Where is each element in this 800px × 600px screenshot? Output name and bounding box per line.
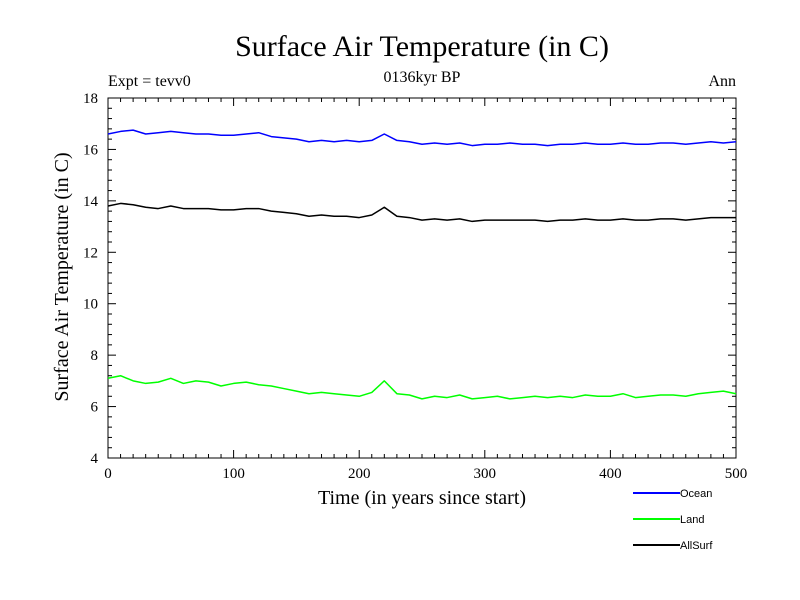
- y-tick-label: 18: [83, 91, 98, 107]
- chart-title: Surface Air Temperature (in C): [235, 30, 609, 63]
- x-tick-label: 200: [348, 466, 371, 482]
- x-tick-label: 0: [104, 466, 112, 482]
- experiment-label: Expt = tevv0: [108, 73, 191, 90]
- x-tick-label: 500: [725, 466, 748, 482]
- y-tick-label: 12: [83, 245, 98, 261]
- x-tick-label: 400: [599, 466, 622, 482]
- x-axis-label: Time (in years since start): [318, 487, 526, 509]
- legend-label-land: Land: [680, 514, 704, 526]
- y-tick-label: 8: [91, 348, 99, 364]
- legend-label-allsurf: AllSurf: [680, 540, 713, 552]
- series-line-allsurf: [107, 202, 736, 223]
- chart-subtitle: 0136kyr BP: [384, 69, 461, 86]
- legend: Ocean Land AllSurf: [633, 488, 713, 552]
- axes-layer: 0 100 200 300 400 500 4 6 8 10 12 14 16 18: [83, 91, 747, 482]
- series-line-ocean: [107, 129, 737, 147]
- x-tick-label: 100: [222, 466, 245, 482]
- y-tick-label: 10: [83, 297, 98, 313]
- season-label: Ann: [708, 73, 736, 90]
- x-tick-label: 300: [474, 466, 497, 482]
- y-tick-label: 14: [83, 194, 99, 210]
- y-tick-label: 6: [91, 400, 99, 416]
- legend-label-ocean: Ocean: [680, 488, 712, 500]
- y-axis-label: Surface Air Temperature (in C): [51, 152, 73, 401]
- plot-area: [107, 97, 737, 459]
- y-tick-label: 16: [83, 142, 99, 158]
- series-layer: [107, 129, 737, 400]
- series-line-land: [107, 374, 737, 400]
- plot-frame: [107, 97, 737, 459]
- y-tick-label: 4: [91, 451, 99, 467]
